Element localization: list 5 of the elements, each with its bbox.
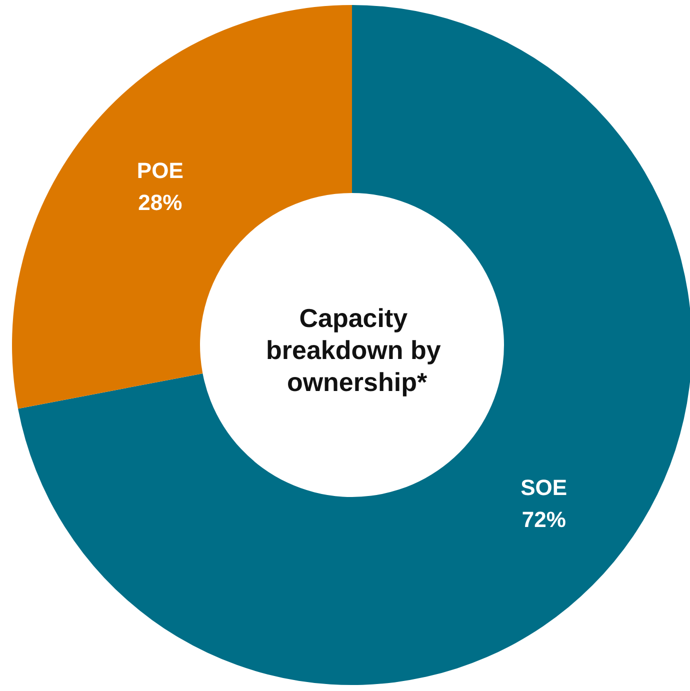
slice-label: POE [136,158,184,183]
data-label: 72% [522,507,566,532]
text: Capacity breakdown by ownership* [266,303,448,397]
slice-label: SOE [520,475,568,500]
data-label: 28% [138,190,182,215]
